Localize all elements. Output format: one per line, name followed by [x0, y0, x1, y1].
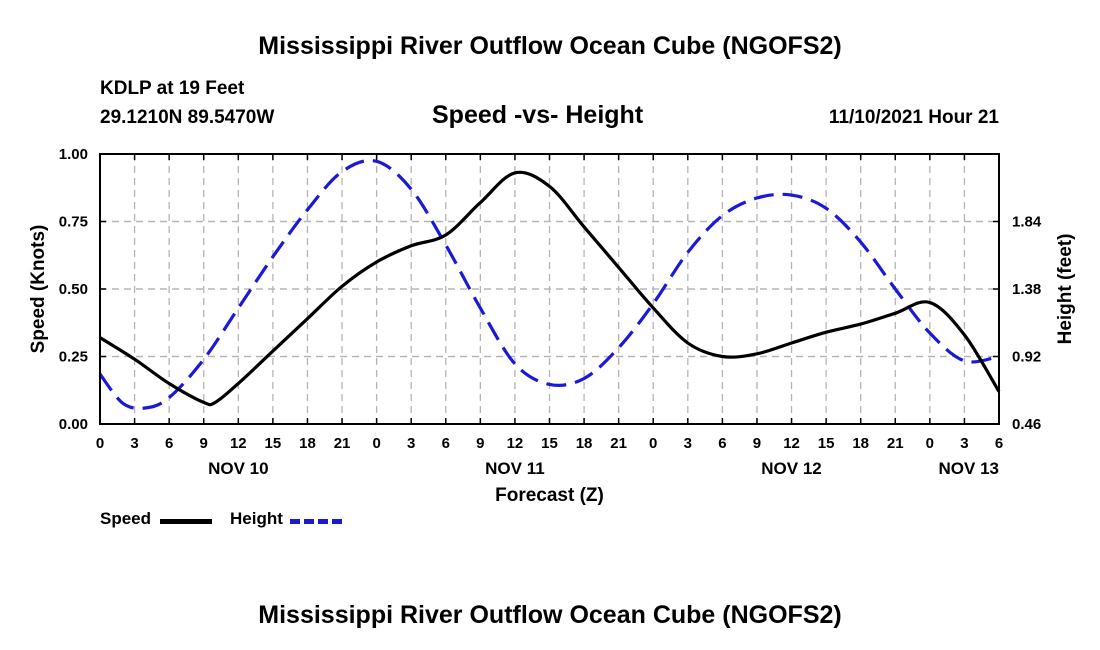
legend-height-label: Height [230, 509, 283, 528]
x-tick-label: 12 [230, 435, 247, 452]
legend-height-swatch [290, 519, 342, 524]
x-tick-label: 3 [130, 435, 138, 452]
x-tick-label: 12 [507, 435, 524, 452]
legend-speed-swatch [160, 519, 212, 524]
y-tick-label: 1.00 [59, 146, 88, 163]
grid-lines [100, 154, 999, 424]
x-tick-label: 9 [200, 435, 208, 452]
footer-title: Mississippi River Outflow Ocean Cube (NG… [258, 601, 842, 629]
tick-marks [99, 153, 1000, 425]
y-tick-label: 0.00 [59, 416, 88, 433]
x-tick-label: 9 [753, 435, 761, 452]
y2-tick-label: 1.84 [1012, 214, 1042, 231]
x-tick-label: 21 [887, 435, 904, 452]
x-tick-label: 0 [372, 435, 380, 452]
x-tick-label: 3 [407, 435, 415, 452]
y-tick-label: 0.25 [59, 349, 88, 366]
page-title: Mississippi River Outflow Ocean Cube (NG… [258, 32, 842, 60]
x-tick-label: 15 [265, 435, 282, 452]
x-tick-label: 12 [783, 435, 800, 452]
legend-speed-label: Speed [100, 509, 152, 528]
station-label: KDLP at 19 Feet [100, 78, 245, 99]
x-tick-label: 15 [541, 435, 558, 452]
x-tick-label: 0 [96, 435, 104, 452]
x-tick-label: 0 [649, 435, 657, 452]
x-tick-label: 21 [610, 435, 627, 452]
x-tick-label: 0 [926, 435, 934, 452]
y2-axis-label: Height (feet) [1055, 234, 1076, 345]
x-tick-label: 3 [684, 435, 692, 452]
x-tick-label: 6 [995, 435, 1003, 452]
day-label: NOV 12 [761, 459, 821, 478]
y2-tick-label: 0.92 [1012, 349, 1041, 366]
x-axis-label: Forecast (Z) [495, 485, 604, 506]
speed-series-line [99, 170, 1001, 407]
x-tick-label: 18 [299, 435, 316, 452]
y2-tick-label: 1.38 [1012, 281, 1041, 298]
station-coords: 29.1210N 89.5470W [100, 107, 275, 128]
x-tick-label: 9 [476, 435, 484, 452]
y-tick-label: 0.75 [59, 214, 88, 231]
y2-tick-label: 0.46 [1012, 416, 1041, 433]
x-tick-label: 3 [960, 435, 968, 452]
forecast-datetime: 11/10/2021 Hour 21 [828, 107, 999, 128]
day-label: NOV 13 [939, 459, 999, 478]
tick-labels: 0 3 6 9 12 15 18 21 0 3 6 9 12 15 18 21 0 3 6 9 12 15 18 21 0 3 60… [59, 146, 1042, 478]
chart-title: Speed -vs- Height [432, 101, 644, 129]
x-tick-label: 18 [852, 435, 869, 452]
x-tick-label: 15 [818, 435, 835, 452]
x-tick-label: 6 [718, 435, 726, 452]
x-tick-label: 18 [576, 435, 593, 452]
day-label: NOV 10 [208, 459, 268, 478]
y-axis-label: Speed (Knots) [28, 225, 49, 354]
x-tick-label: 6 [442, 435, 450, 452]
x-tick-label: 21 [334, 435, 351, 452]
height-series-line [98, 158, 1000, 410]
x-tick-label: 6 [165, 435, 173, 452]
y-tick-label: 0.50 [59, 281, 88, 298]
day-label: NOV 11 [485, 459, 545, 478]
series-layer [98, 158, 1001, 410]
